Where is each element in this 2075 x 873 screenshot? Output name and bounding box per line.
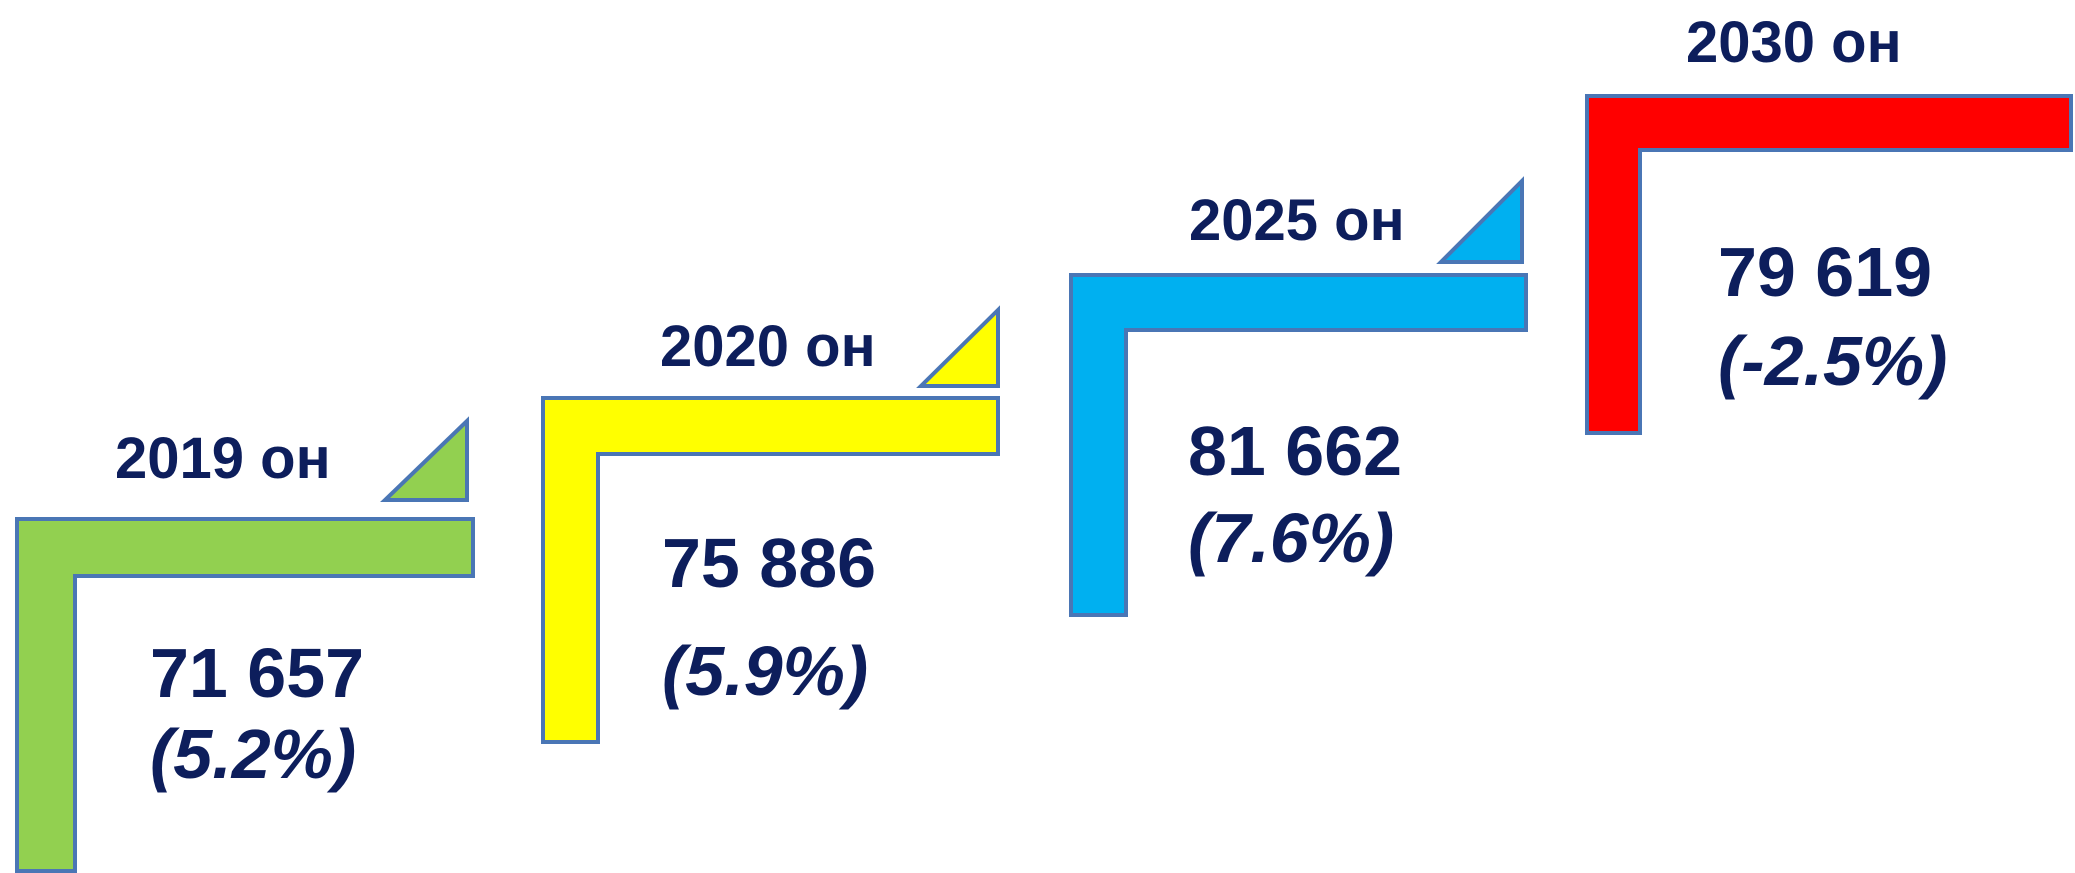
step-bracket [15, 517, 475, 873]
arrow-triangle [916, 305, 1000, 388]
change-label: (5.9%) [662, 632, 868, 710]
step-2019: 2019 он 71 657 (5.2%) [15, 416, 475, 873]
arrow-triangle [1436, 176, 1524, 264]
value-label: 79 619 [1718, 233, 1932, 311]
step-2020: 2020 он 75 886 (5.9%) [541, 305, 1000, 744]
arrow-triangle [380, 416, 469, 502]
year-label: 2020 он [660, 314, 876, 379]
year-label: 2019 он [115, 426, 331, 491]
change-label: (7.6%) [1188, 499, 1394, 577]
step-2030: 2030 он 79 619 (-2.5%) [1585, 10, 2073, 435]
step-bracket [541, 396, 1000, 744]
year-label: 2025 он [1189, 188, 1405, 253]
step-bracket [1069, 273, 1528, 617]
value-label: 81 662 [1188, 412, 1402, 490]
value-label: 75 886 [662, 524, 876, 602]
step-2025: 2025 он 81 662 (7.6%) [1069, 176, 1528, 617]
step-bracket [1585, 94, 2073, 435]
change-label: (5.2%) [150, 715, 356, 793]
year-label: 2030 он [1686, 10, 1902, 75]
change-label: (-2.5%) [1718, 322, 1947, 400]
value-label: 71 657 [150, 634, 364, 712]
